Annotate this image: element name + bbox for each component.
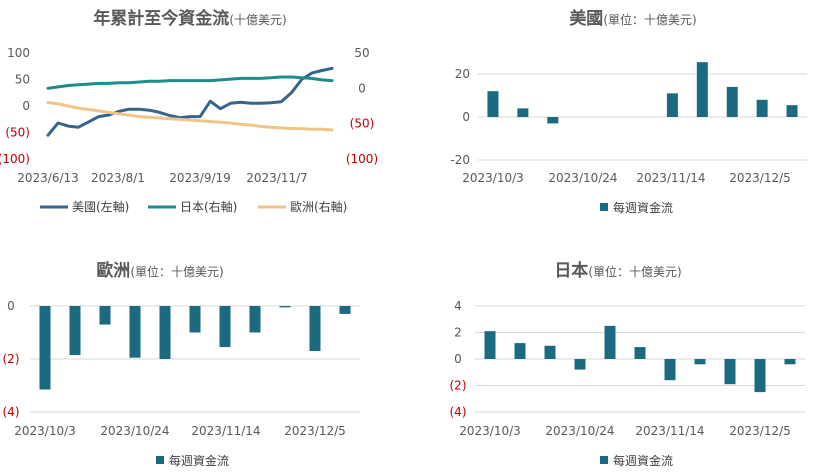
right-axis-tick: (100) (346, 152, 378, 166)
bar (664, 359, 676, 381)
chart-title-main: 年累計至今資金流 (93, 8, 229, 29)
x-axis-tick: 2023/11/14 (191, 424, 260, 438)
right-axis-tick: 0 (358, 81, 366, 95)
y-axis-tick: (4) (3, 405, 20, 419)
legend-label: 每週資金流 (613, 200, 673, 215)
x-axis-tick: 2023/11/14 (636, 171, 705, 185)
y-axis-tick: -20 (450, 153, 470, 167)
bar (756, 99, 768, 117)
bar (726, 86, 738, 117)
y-axis-tick: (4) (450, 405, 467, 419)
bar (69, 306, 81, 356)
series-line (46, 75, 334, 90)
bar (484, 331, 496, 359)
x-axis-tick: 2023/12/5 (729, 171, 791, 185)
right-axis-tick: 50 (354, 46, 369, 60)
left-axis-tick: 0 (22, 99, 30, 113)
x-axis-tick: 2023/11/14 (635, 424, 704, 438)
y-axis-tick: 0 (7, 299, 15, 313)
left-axis-tick: 50 (15, 73, 30, 87)
bar (574, 359, 586, 370)
bar (309, 306, 321, 352)
x-axis-tick: 2023/10/3 (459, 424, 521, 438)
series-line (46, 66, 334, 137)
x-axis-tick: 2023/10/24 (100, 424, 169, 438)
y-axis-tick: (2) (450, 379, 467, 393)
bar (129, 306, 141, 358)
legend-label: 美國(左軸) (72, 199, 129, 214)
x-axis-tick: 2023/11/7 (246, 171, 308, 185)
bar (604, 325, 616, 359)
legend-label: 歐洲(右軸) (290, 199, 347, 214)
x-axis-tick: 2023/10/3 (14, 424, 76, 438)
y-axis-tick: 20 (455, 67, 470, 81)
chart-title-main: 日本 (554, 260, 588, 281)
bar (547, 117, 559, 124)
bar (544, 345, 556, 359)
chart-title-unit: (單位：十億美元) (130, 264, 223, 279)
chart-title-main: 歐洲 (96, 260, 130, 281)
chart-title-unit: (單位：十億美元) (588, 264, 681, 279)
left-axis-tick: (50) (5, 126, 30, 140)
y-axis-tick: (2) (3, 352, 20, 366)
chart-title-main: 美國 (569, 8, 603, 29)
y-axis-tick: 2 (454, 326, 462, 340)
bar (514, 343, 526, 359)
left-axis-tick: 100 (7, 46, 30, 60)
europe-weekly-flow-chart: 歐洲(單位：十億美元) 0 (2) (4) 2023/10/3 2023/10/24 202… (3, 260, 360, 468)
bar (159, 306, 171, 359)
japan-weekly-flow-chart: 日本(單位：十億美元) 4 2 0 (2) (4) 2023/10/3 2023/10/24 2… (450, 260, 805, 468)
legend-swatch (600, 456, 608, 464)
chart-title: 年累計至今資金流(十億美元) (93, 8, 286, 29)
x-axis-tick: 2023/8/1 (91, 171, 145, 185)
bar (99, 306, 111, 325)
y-axis-tick: 0 (462, 110, 470, 124)
legend-label: 日本(右軸) (180, 199, 237, 214)
y-axis-tick: 0 (454, 352, 462, 366)
bar (696, 62, 708, 117)
bar (784, 359, 796, 365)
x-axis-tick: 2023/10/24 (545, 424, 614, 438)
bar (754, 359, 766, 393)
left-axis-tick: (100) (0, 152, 30, 166)
x-axis-tick: 2023/6/13 (17, 171, 79, 185)
x-axis-tick: 2023/10/24 (548, 171, 617, 185)
legend-swatch (156, 456, 164, 464)
y-axis-tick: 4 (454, 299, 462, 313)
chart-title: 日本(單位：十億美元) (554, 260, 681, 281)
bar (666, 93, 678, 117)
bar (694, 359, 706, 365)
bar (487, 91, 499, 117)
bar (249, 306, 261, 333)
series-line (46, 101, 334, 132)
bar (634, 347, 646, 359)
x-axis-tick: 2023/12/5 (284, 424, 346, 438)
bar (189, 306, 201, 333)
chart-title-unit: (單位：十億美元) (603, 12, 696, 27)
cumulative-flow-chart: 年累計至今資金流(十億美元) 100 50 0 (50) (100) 50 0 (50) (100… (0, 8, 378, 214)
right-axis-tick: (50) (350, 117, 375, 131)
bar (724, 359, 736, 385)
chart-title: 美國(單位：十億美元) (569, 8, 696, 29)
bar (39, 306, 51, 390)
x-axis-tick: 2023/12/5 (729, 424, 791, 438)
bar (339, 306, 351, 314)
chart-title: 歐洲(單位：十億美元) (96, 260, 223, 281)
legend-label: 每週資金流 (169, 453, 229, 468)
x-axis-tick: 2023/10/3 (462, 171, 524, 185)
us-weekly-flow-chart: 美國(單位：十億美元) 20 0 -20 2023/10/3 2023/10/24 2023… (450, 8, 807, 215)
legend-swatch (600, 203, 608, 211)
legend-label: 每週資金流 (613, 453, 673, 468)
bar (517, 108, 529, 117)
bar (279, 306, 291, 308)
x-axis-tick: 2023/9/19 (169, 171, 231, 185)
bar (786, 105, 798, 117)
chart-title-unit: (十億美元) (229, 13, 286, 27)
bar (219, 306, 231, 348)
